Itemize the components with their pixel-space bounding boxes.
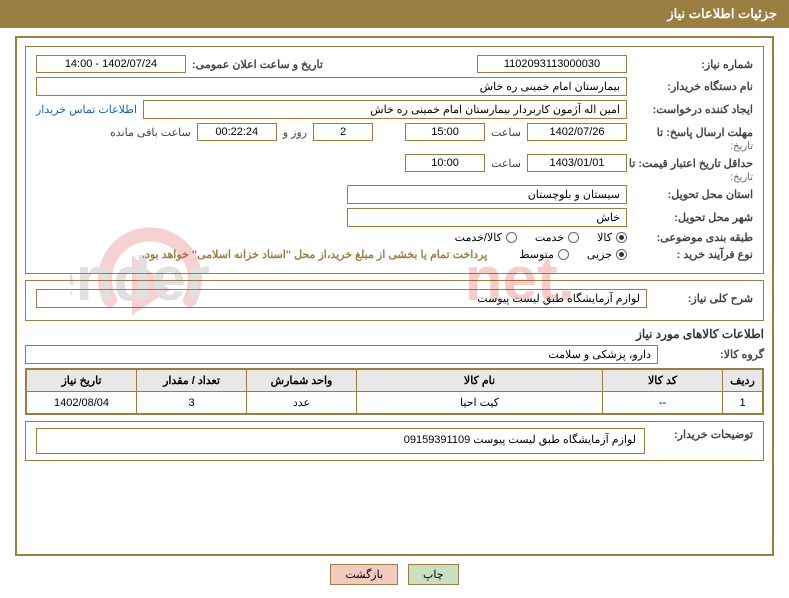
radio-both[interactable]: کالا/خدمت <box>455 231 517 244</box>
th-row: ردیف <box>723 370 763 392</box>
announce-field: 1402/07/24 - 14:00 <box>36 55 186 73</box>
announce-label: تاریخ و ساعت اعلان عمومی: <box>192 58 323 71</box>
countdown-field: 00:22:24 <box>197 123 277 141</box>
buyer-org-label: نام دستگاه خریدار: <box>633 80 753 93</box>
category-label: طبقه بندی موضوعی: <box>633 231 753 244</box>
radio-icon <box>506 232 517 243</box>
radio-icon <box>616 249 627 260</box>
days-field: 2 <box>313 123 373 141</box>
th-name: نام کالا <box>357 370 603 392</box>
time-label-1: ساعت <box>491 126 521 139</box>
page-header: جزئیات اطلاعات نیاز <box>0 0 789 28</box>
city-field: خاش <box>347 208 627 227</box>
validity-time-field: 10:00 <box>405 154 485 172</box>
table-header-row: ردیف کد کالا نام کالا واحد شمارش تعداد /… <box>27 370 763 392</box>
cell-code: -- <box>603 392 723 414</box>
deadline-time-field: 15:00 <box>405 123 485 141</box>
radio-goods[interactable]: کالا <box>597 231 627 244</box>
table-row: 1--کیت احیاعدد31402/08/04 <box>27 392 763 414</box>
th-date: تاریخ نیاز <box>27 370 137 392</box>
radio-partial[interactable]: جزیی <box>587 248 627 261</box>
details-panel: شماره نیاز: 1102093113000030 تاریخ و ساع… <box>25 46 764 274</box>
th-qty: تعداد / مقدار <box>137 370 247 392</box>
th-code: کد کالا <box>603 370 723 392</box>
cell-name: کیت احیا <box>357 392 603 414</box>
radio-service[interactable]: خدمت <box>535 231 579 244</box>
radio-icon <box>568 232 579 243</box>
requester-field: امین اله آژمون کاربردار بیمارستان امام خ… <box>143 100 627 119</box>
payment-note: پرداخت تمام یا بخشی از مبلغ خرید،از محل … <box>142 248 487 261</box>
buyer-org-field: بیمارستان امام خمینی ره خاش <box>36 77 627 96</box>
category-radio-group: کالا خدمت کالا/خدمت <box>455 231 627 244</box>
group-label: گروه کالا: <box>664 348 764 361</box>
cell-unit: عدد <box>247 392 357 414</box>
buyer-note-label: توضیحات خریدار: <box>653 428 753 454</box>
process-radio-group: جزیی متوسط <box>519 248 627 261</box>
back-button[interactable]: بازگشت <box>330 564 398 585</box>
items-table: ردیف کد کالا نام کالا واحد شمارش تعداد /… <box>26 369 763 414</box>
deadline-date-field: 1402/07/26 <box>527 123 627 141</box>
radio-icon <box>616 232 627 243</box>
validity-label: حداقل تاریخ اعتبار قیمت: تا <box>633 157 753 170</box>
items-section-title: اطلاعات کالاهای مورد نیاز <box>25 327 764 341</box>
requester-label: ایجاد کننده درخواست: <box>633 103 753 116</box>
items-table-wrap: ردیف کد کالا نام کالا واحد شمارش تعداد /… <box>25 368 764 415</box>
radio-icon <box>558 249 569 260</box>
button-row: چاپ بازگشت <box>0 564 789 585</box>
radio-medium[interactable]: متوسط <box>519 248 569 261</box>
group-field: دارو، پزشکی و سلامت <box>25 345 658 364</box>
contact-link[interactable]: اطلاعات تماس خریدار <box>36 103 137 116</box>
need-no-field: 1102093113000030 <box>477 55 627 73</box>
print-button[interactable]: چاپ <box>408 564 459 585</box>
description-panel: شرح کلی نیاز: لوازم آزمایشگاه طبق لیست پ… <box>25 280 764 321</box>
desc-field: لوازم آزمایشگاه طبق لیست پیوست <box>36 289 647 308</box>
province-label: استان محل تحویل: <box>633 188 753 201</box>
city-label: شهر محل تحویل: <box>633 211 753 224</box>
date-sublabel-1: تاریخ: <box>633 141 753 152</box>
time-label-2: ساعت <box>491 157 521 170</box>
cell-qty: 3 <box>137 392 247 414</box>
buyer-note-field: لوازم آزمایشگاه طبق لیست پیوست 091593911… <box>36 428 645 454</box>
need-no-label: شماره نیاز: <box>633 58 753 71</box>
buyer-note-panel: توضیحات خریدار: لوازم آزمایشگاه طبق لیست… <box>25 421 764 461</box>
page-title: جزئیات اطلاعات نیاز <box>667 6 777 21</box>
date-sublabel-2: تاریخ: <box>633 172 753 183</box>
process-label: نوع فرآیند خرید : <box>633 248 753 261</box>
th-unit: واحد شمارش <box>247 370 357 392</box>
desc-label: شرح کلی نیاز: <box>653 292 753 305</box>
province-field: سیستان و بلوچستان <box>347 185 627 204</box>
days-label: روز و <box>283 126 307 139</box>
remain-label: ساعت باقی مانده <box>110 126 191 139</box>
cell-date: 1402/08/04 <box>27 392 137 414</box>
main-container: شماره نیاز: 1102093113000030 تاریخ و ساع… <box>15 36 774 556</box>
cell-row: 1 <box>723 392 763 414</box>
validity-date-field: 1403/01/01 <box>527 154 627 172</box>
deadline-label: مهلت ارسال پاسخ: تا <box>633 126 753 139</box>
